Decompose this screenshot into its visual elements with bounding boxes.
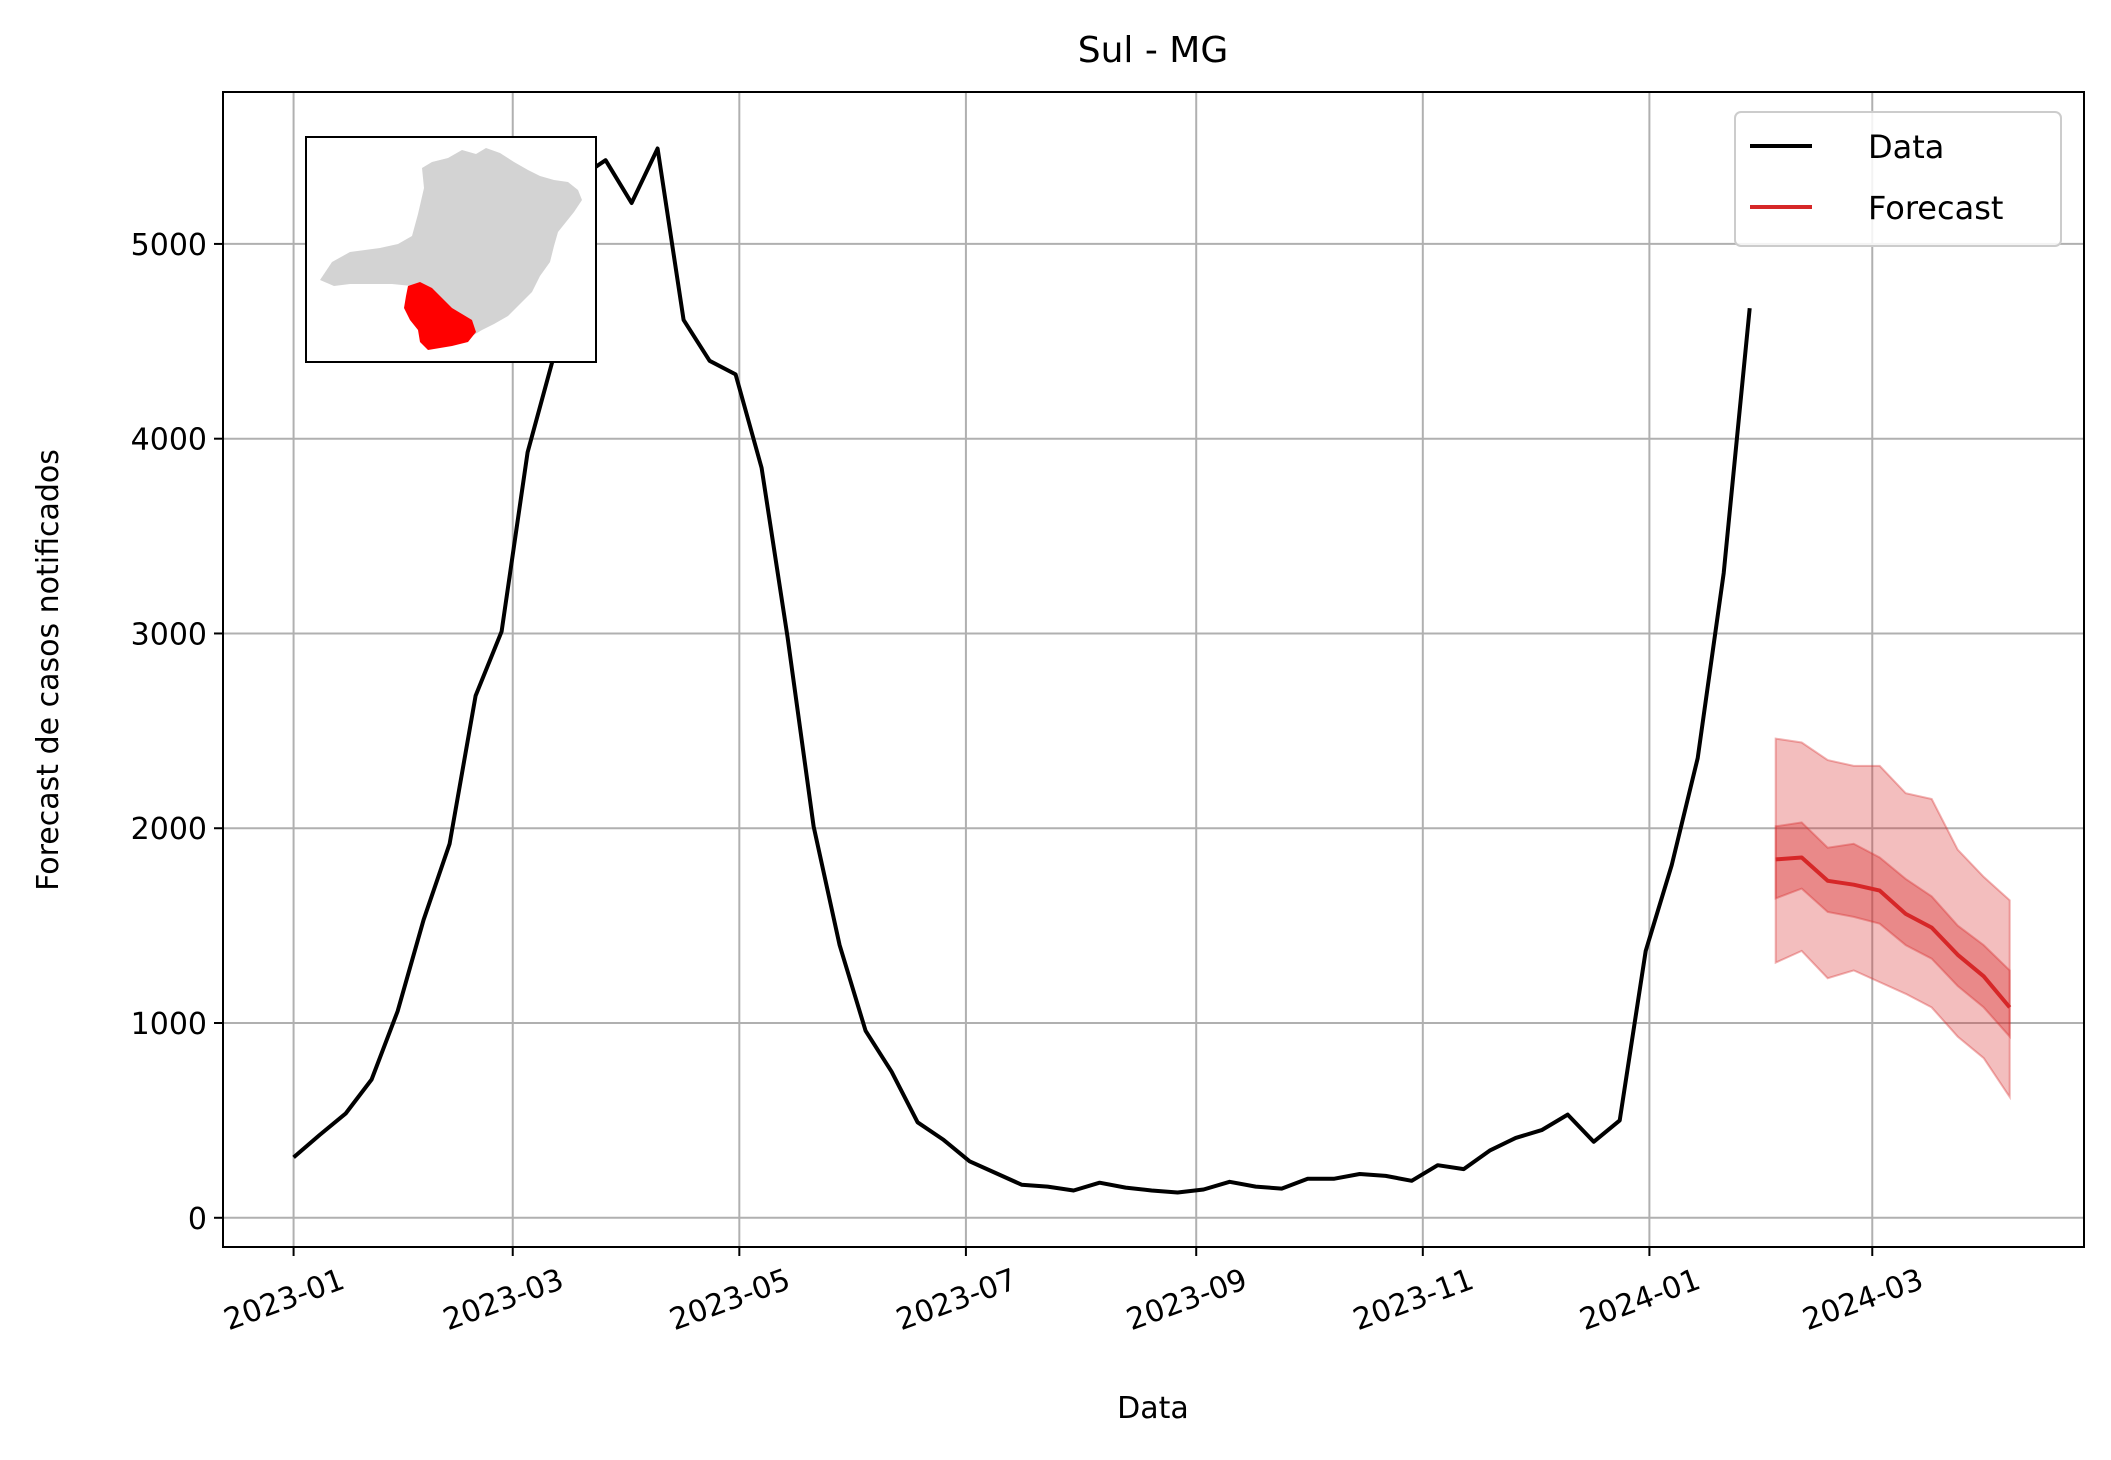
grid-lines [223, 92, 2084, 1247]
series-line-data [292, 146, 1752, 1195]
y-tick-label: 0 [188, 1202, 207, 1237]
legend-forecast-label: Forecast [1868, 189, 2003, 227]
plot-frame [222, 91, 2085, 1248]
inset-map [305, 136, 597, 363]
y-tick-label: 4000 [131, 423, 207, 458]
legend-data-label: Data [1868, 128, 1944, 166]
y-tick-label: 1000 [131, 1007, 207, 1042]
series-line-forecast [1775, 855, 2012, 1009]
legend: Data Forecast [1734, 111, 2062, 247]
forecast-bands [1774, 737, 2011, 1101]
y-tick-label: 5000 [131, 228, 207, 263]
forecast-outer-band [1774, 737, 2011, 1101]
x-axis-label: Data [1117, 1391, 1189, 1426]
y-tick-label: 2000 [131, 812, 207, 847]
series-lines [292, 146, 2012, 1195]
state-shape [320, 148, 582, 340]
chart-title: Sul - MG [1078, 30, 1229, 71]
forecast-inner-band [1774, 821, 2011, 1040]
y-axis-label: Forecast de casos notificados [31, 449, 66, 891]
y-tick-label: 3000 [131, 617, 207, 652]
region-shape [404, 282, 476, 350]
